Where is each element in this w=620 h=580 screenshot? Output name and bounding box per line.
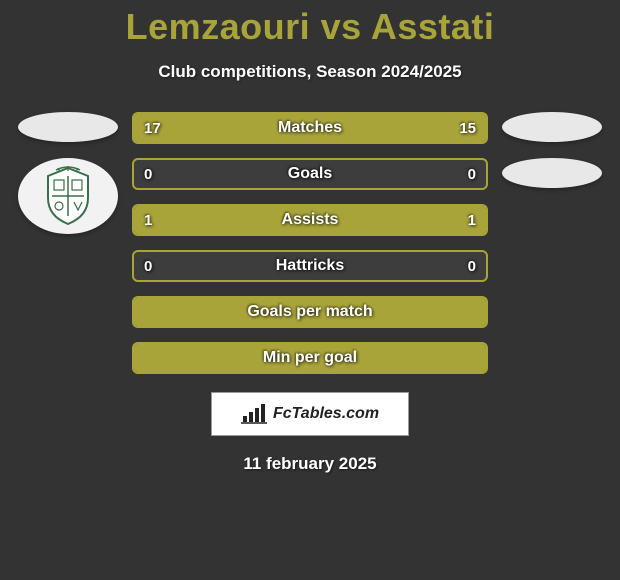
left-badge-1-oval [18,112,118,142]
stat-row-matches: 17 Matches 15 [132,112,488,144]
attribution-badge: FcTables.com [211,392,409,436]
stat-row-min-per-goal: Min per goal [132,342,488,374]
right-side-badges [492,112,612,388]
bar-fill-right [310,114,486,142]
page-title: Lemzaouri vs Asstati [0,0,620,48]
stat-right-value: 0 [458,160,486,188]
left-side-badges [8,112,128,388]
crest-icon [36,164,100,228]
stat-bars: 17 Matches 15 0 Goals 0 1 Assists 1 0 Ha… [128,112,492,388]
stat-label: Hattricks [134,252,486,280]
attribution-text: FcTables.com [273,405,379,423]
date-text: 11 february 2025 [0,454,620,474]
stat-row-goals-per-match: Goals per match [132,296,488,328]
page-subtitle: Club competitions, Season 2024/2025 [0,62,620,82]
bar-fill-left [134,114,310,142]
left-badge-2-crest [18,158,118,234]
bar-fill-right [310,206,486,234]
stat-row-assists: 1 Assists 1 [132,204,488,236]
right-badge-1-oval [502,112,602,142]
stat-right-value: 0 [458,252,486,280]
bar-fill-left [134,298,486,326]
stat-row-goals: 0 Goals 0 [132,158,488,190]
stat-label: Goals [134,160,486,188]
stat-left-value: 0 [134,252,162,280]
stat-left-value: 0 [134,160,162,188]
right-badge-2-oval [502,158,602,188]
comparison-content: 17 Matches 15 0 Goals 0 1 Assists 1 0 Ha… [0,112,620,388]
bar-fill-left [134,206,310,234]
bar-chart-icon [241,404,267,424]
stat-row-hattricks: 0 Hattricks 0 [132,250,488,282]
bar-fill-left [134,344,486,372]
